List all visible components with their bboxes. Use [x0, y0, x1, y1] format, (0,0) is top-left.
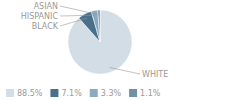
legend-item: 1.1%	[129, 89, 161, 98]
leader-line	[60, 15, 95, 17]
leader-line	[60, 18, 87, 26]
legend-label: 1.1%	[140, 89, 161, 98]
legend-swatch	[90, 89, 98, 97]
pie-slice	[68, 10, 132, 74]
legend-label: 88.5%	[17, 89, 43, 98]
legend-swatch	[6, 89, 14, 97]
annotation: HISPANIC	[21, 12, 59, 21]
annotations: WHITE BLACKHISPANICASIAN	[21, 2, 168, 79]
legend-item: 88.5%	[6, 89, 43, 98]
legend-item: 7.1%	[50, 89, 82, 98]
legend-item: 3.3%	[90, 89, 122, 98]
annotation: ASIAN	[34, 2, 58, 11]
pie	[68, 10, 132, 74]
annotation: BLACK	[32, 22, 59, 31]
annotation: WHITE	[142, 70, 168, 79]
legend-swatch	[50, 89, 58, 97]
legend-label: 7.1%	[61, 89, 82, 98]
leader-line	[110, 67, 140, 74]
leader-line	[60, 6, 99, 15]
legend-swatch	[129, 89, 137, 97]
legend: 88.5% 7.1% 3.3% 1.1%	[6, 89, 161, 98]
legend-label: 3.3%	[101, 89, 122, 98]
chart: WHITE BLACKHISPANICASIAN 88.5% 7.1% 3.3% 1.1%	[0, 0, 240, 100]
